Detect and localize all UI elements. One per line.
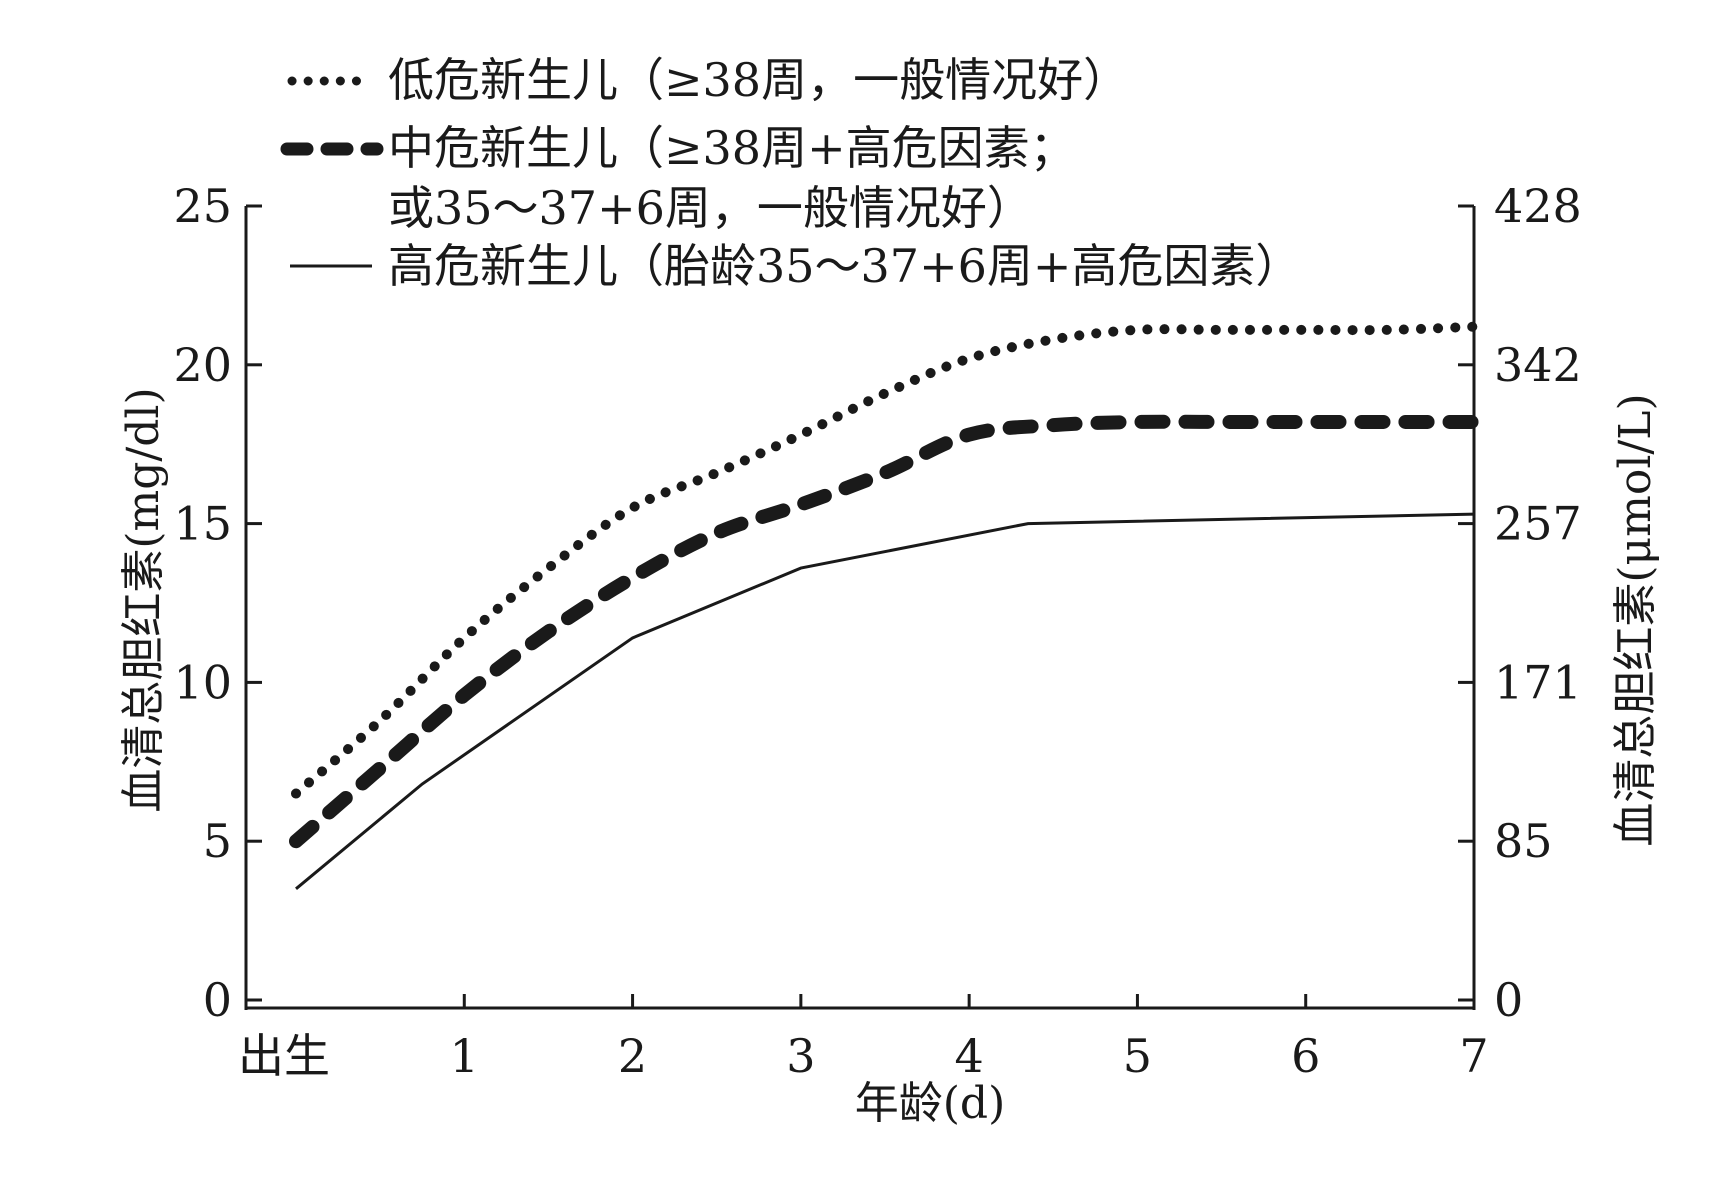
series-line-high-risk	[295, 512, 1475, 890]
x-tick-label: 出生	[238, 1029, 330, 1083]
legend-label-high-risk: 高危新生儿（胎龄35～37+6周+高危因素）	[388, 239, 1301, 293]
legend-label-medium-risk-line1: 中危新生儿（≥38周+高危因素；	[388, 121, 1076, 175]
x-tick-label: 1	[450, 1029, 479, 1083]
legend: 低危新生儿（≥38周，一般情况好） 中危新生儿（≥38周+高危因素； 或35～3…	[280, 53, 1301, 293]
y-left-tick-label: 10	[173, 655, 232, 709]
y-left-tick-label: 0	[203, 973, 232, 1027]
series-lines	[289, 321, 1481, 890]
y-left-tick-label: 5	[203, 814, 232, 868]
y-right-tick-label: 257	[1494, 497, 1582, 551]
y-axis-right-title: 血清总胆红素(μmol/L)	[1610, 393, 1661, 846]
y-right-tick-label: 85	[1494, 814, 1553, 868]
x-tick-label: 7	[1459, 1029, 1488, 1083]
x-tick-label: 3	[786, 1029, 815, 1083]
x-tick-label: 2	[618, 1029, 647, 1083]
y-left-tick-label: 20	[173, 338, 232, 392]
y-right-tick-label: 428	[1494, 179, 1582, 233]
series-line-medium-risk	[289, 414, 1481, 849]
y-axis-left-title: 血清总胆红素(mg/dl)	[118, 387, 169, 812]
y-right-tick-label: 342	[1494, 338, 1582, 392]
y-right-tick-label: 171	[1494, 655, 1582, 709]
y-left-tick-label: 25	[173, 179, 232, 233]
x-tick-label: 6	[1291, 1029, 1320, 1083]
x-axis-title: 年龄(d)	[855, 1078, 1006, 1129]
y-right-tick-label: 0	[1494, 973, 1523, 1027]
x-tick-label: 5	[1123, 1029, 1152, 1083]
legend-label-medium-risk-line2: 或35～37+6周，一般情况好）	[388, 181, 1033, 235]
y-left-tick-label: 15	[173, 497, 232, 551]
x-tick-label: 4	[955, 1029, 984, 1083]
legend-label-low-risk: 低危新生儿（≥38周，一般情况好）	[388, 53, 1129, 107]
series-line-low-risk	[291, 321, 1479, 799]
